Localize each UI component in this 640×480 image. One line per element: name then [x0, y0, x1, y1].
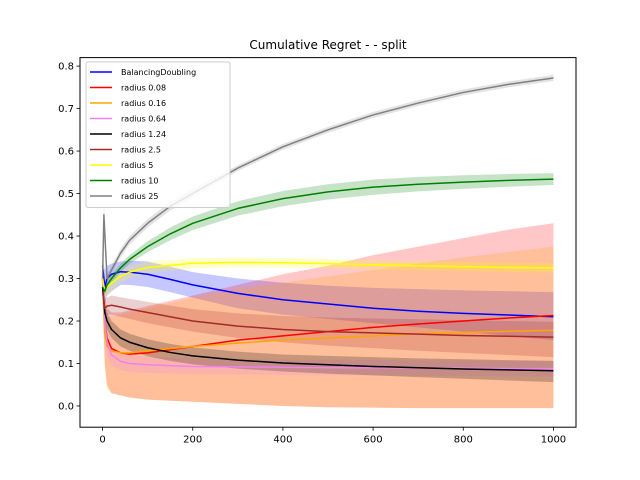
- legend-label: radius 5: [121, 161, 153, 170]
- legend-label: radius 2.5: [121, 146, 161, 155]
- legend-box: [85, 61, 231, 208]
- x-tick-label: 800: [454, 435, 473, 446]
- legend-label: radius 0.16: [121, 99, 166, 108]
- x-tick-label: 400: [273, 435, 292, 446]
- y-axis-ticks: 0.0 0.1 0.2 0.3 0.4 0.5 0.6 0.7 0.8: [58, 62, 80, 413]
- x-tick-label: 600: [364, 435, 383, 446]
- series-lines: [101, 77, 554, 372]
- x-tick-label: 200: [183, 435, 202, 446]
- band-radius-10: [102, 173, 554, 296]
- plot-frame: [79, 57, 577, 428]
- y-tick-label: 0.1: [58, 359, 74, 370]
- legend: BalancingDoubling radius 0.08 radius 0.16 r…: [85, 61, 231, 208]
- x-axis-ticks: 0 200 400 600 800 1000: [99, 427, 566, 446]
- legend-label: radius 25: [121, 192, 158, 201]
- legend-label: radius 0.64: [121, 115, 166, 124]
- line-radius-1-24: [101, 286, 554, 372]
- y-tick-label: 0.4: [58, 232, 74, 243]
- band-radius-5: [102, 257, 554, 300]
- x-tick-label: 0: [99, 435, 105, 446]
- line-radius-5: [101, 261, 554, 293]
- band-radius-0-64: [102, 270, 554, 377]
- band-radius-2-5: [102, 282, 554, 358]
- y-tick-label: 0.6: [58, 147, 74, 158]
- legend-label: BalancingDoubling: [121, 68, 196, 77]
- y-tick-label: 0.0: [58, 402, 74, 413]
- line-balancingdoubling: [101, 265, 554, 318]
- legend-label: radius 0.08: [121, 84, 166, 93]
- line-radius-0-08: [101, 278, 554, 355]
- y-tick-label: 0.7: [58, 104, 74, 115]
- legend-label: radius 1.24: [121, 130, 166, 139]
- y-tick-label: 0.8: [58, 62, 74, 73]
- line-radius-10: [101, 178, 554, 293]
- band-balancingdoubling: [102, 257, 554, 341]
- y-tick-label: 0.3: [58, 274, 74, 285]
- x-tick-label: 1000: [541, 435, 566, 446]
- y-tick-label: 0.5: [58, 189, 74, 200]
- band-radius-0-08: [102, 223, 554, 409]
- band-radius-1-24: [102, 278, 554, 383]
- chart-title: Cumulative Regret - - split: [249, 38, 407, 52]
- y-tick-label: 0.2: [58, 317, 74, 328]
- line-radius-2-5: [101, 291, 554, 338]
- legend-label: radius 10: [121, 177, 158, 186]
